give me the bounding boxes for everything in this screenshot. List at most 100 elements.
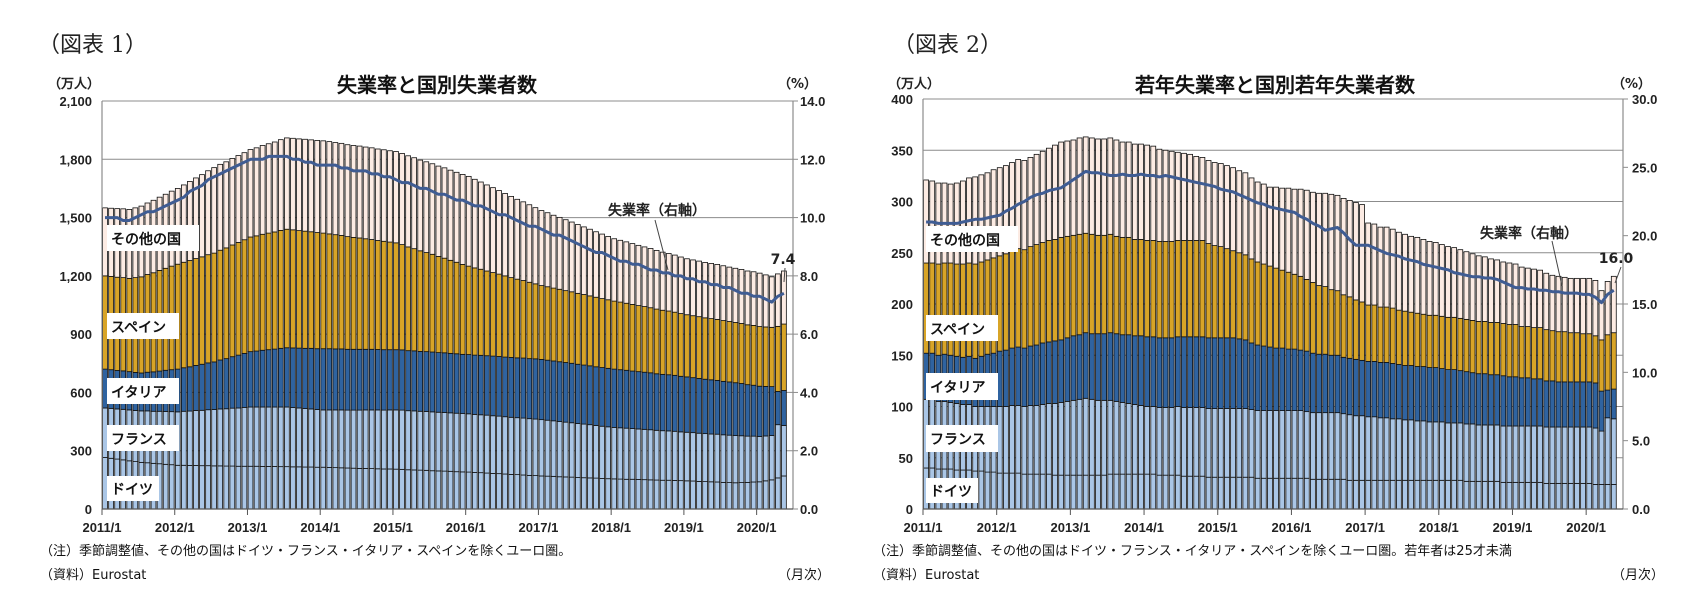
bar-other — [247, 149, 254, 238]
bar-other — [199, 174, 205, 258]
bar-spain — [296, 230, 302, 349]
bar-other — [1377, 226, 1384, 308]
bar-france — [1549, 426, 1556, 484]
bar-italy — [1592, 382, 1599, 429]
bar-italy — [1512, 376, 1519, 427]
bar-germany — [381, 468, 387, 510]
bar-france — [1033, 405, 1040, 475]
bar-italy — [1580, 381, 1586, 428]
bar-germany — [1469, 480, 1476, 510]
bar-spain — [1033, 244, 1040, 346]
bar-italy — [411, 350, 417, 412]
bar-spain — [1236, 252, 1243, 340]
bar-italy — [1586, 381, 1593, 428]
bar-france — [1610, 418, 1617, 485]
series-label-other: その他の国 — [111, 231, 181, 248]
bar-spain — [1383, 306, 1390, 363]
x-tick-label: 2019/1 — [1493, 520, 1533, 535]
bar-spain — [1580, 333, 1586, 383]
bar-spain — [1469, 319, 1476, 374]
bar-italy — [1438, 368, 1445, 423]
bar-france — [1359, 415, 1365, 481]
bar-france — [1518, 425, 1525, 483]
bar-germany — [1359, 479, 1365, 510]
bar-other — [271, 141, 278, 233]
bar-spain — [587, 295, 593, 367]
bar-france — [1254, 410, 1261, 479]
bar-spain — [720, 320, 727, 382]
bar-other — [1604, 281, 1611, 336]
bar-italy — [1500, 375, 1507, 427]
bar-germany — [374, 468, 381, 510]
bar-france — [671, 430, 678, 481]
bar-spain — [374, 240, 381, 350]
bar-spain — [1420, 313, 1427, 367]
x-tick-label: 2018/1 — [591, 520, 631, 535]
bar-italy — [1291, 348, 1298, 412]
bar-italy — [1445, 369, 1451, 424]
bar-germany — [241, 465, 248, 510]
bar-germany — [1285, 477, 1292, 510]
bar-france — [635, 428, 642, 480]
bar-france — [1119, 401, 1126, 475]
bar-france — [1414, 420, 1421, 481]
bar-spain — [1039, 242, 1046, 344]
bar-italy — [1396, 364, 1402, 420]
bar-other — [1475, 255, 1482, 322]
bar-spain — [1297, 275, 1304, 351]
bar-france — [1334, 412, 1341, 480]
bar-spain — [502, 275, 508, 358]
bar-italy — [338, 348, 345, 411]
bar-italy — [1555, 381, 1562, 428]
bar-france — [768, 435, 775, 481]
y-tick-label: 600 — [70, 385, 92, 400]
bar-italy — [1260, 345, 1267, 411]
bar-spain — [1561, 331, 1568, 383]
bar-other — [1524, 267, 1531, 327]
bar-other — [556, 216, 563, 290]
bar-germany — [205, 465, 211, 510]
bar-spain — [1248, 258, 1255, 344]
bar-spain — [562, 290, 569, 363]
bar-france — [617, 427, 624, 480]
bar-other — [593, 231, 599, 298]
bar-other — [1101, 138, 1108, 236]
y-tick-label: 0 — [906, 502, 913, 517]
bar-france — [387, 409, 393, 470]
bar-germany — [1279, 477, 1286, 510]
bar-germany — [1488, 480, 1494, 510]
bar-italy — [253, 350, 260, 408]
bar-france — [1052, 403, 1058, 476]
bar-italy — [211, 361, 217, 410]
bar-other — [544, 212, 551, 288]
bar-other — [1254, 181, 1261, 263]
bar-france — [1285, 410, 1292, 479]
bar-france — [574, 423, 581, 478]
bar-spain — [1592, 335, 1599, 384]
bar-other — [1168, 150, 1175, 242]
bar-italy — [205, 362, 211, 411]
bar-italy — [744, 384, 751, 437]
bar-spain — [508, 277, 514, 358]
bar-spain — [187, 260, 193, 368]
bar-spain — [1009, 250, 1015, 349]
bar-germany — [1402, 479, 1408, 510]
bar-other — [1598, 290, 1605, 341]
bar-spain — [1451, 316, 1458, 371]
bar-germany — [1586, 482, 1593, 510]
bar-spain — [526, 281, 533, 360]
bar-germany — [1426, 479, 1433, 510]
bar-germany — [1009, 472, 1015, 510]
bar-other — [684, 258, 690, 316]
bar-spain — [1359, 301, 1365, 361]
bar-other — [1506, 262, 1513, 325]
bar-germany — [984, 471, 991, 510]
bar-germany — [453, 471, 460, 510]
bar-france — [180, 410, 187, 466]
bar-spain — [271, 231, 278, 350]
bar-france — [1469, 423, 1476, 482]
bar-spain — [696, 316, 702, 379]
bar-spain — [1046, 240, 1052, 343]
bar-france — [1248, 409, 1255, 478]
x-tick-label: 2015/1 — [373, 520, 413, 535]
